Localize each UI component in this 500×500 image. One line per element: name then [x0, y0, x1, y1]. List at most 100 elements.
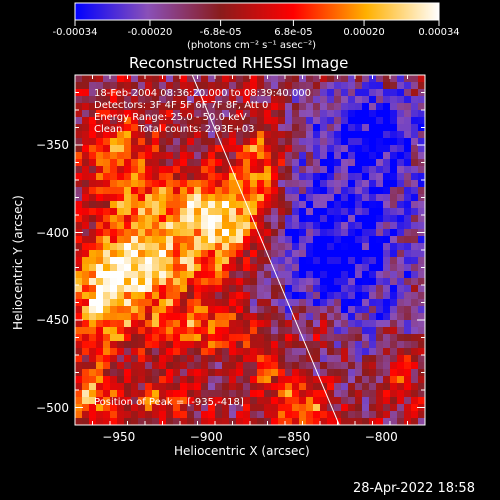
heatmap-cell [250, 418, 258, 425]
heatmap-cell [166, 278, 174, 286]
heatmap-cell [187, 257, 195, 265]
heatmap-cell [369, 306, 377, 314]
heatmap-cell [278, 89, 286, 97]
heatmap-cell [145, 166, 153, 174]
heatmap-cell [327, 180, 335, 188]
heatmap-cell [243, 320, 251, 328]
heatmap-cell [152, 208, 160, 216]
heatmap-cell [306, 355, 314, 363]
heatmap-cell [362, 355, 370, 363]
heatmap-cell [236, 376, 244, 384]
heatmap-cell [355, 306, 363, 314]
heatmap-cell [103, 383, 111, 391]
heatmap-cell [124, 194, 132, 202]
heatmap-cell [306, 96, 314, 104]
heatmap-cell [278, 411, 286, 419]
heatmap-cell [222, 397, 230, 405]
heatmap-cell [110, 418, 118, 425]
heatmap-cell [152, 75, 160, 83]
heatmap-cell [75, 152, 83, 160]
heatmap-cell [313, 236, 321, 244]
heatmap-cell [285, 187, 293, 195]
heatmap-cell [208, 145, 216, 153]
heatmap-cell [313, 215, 321, 223]
heatmap-cell [271, 173, 279, 181]
heatmap-cell [117, 82, 125, 90]
heatmap-cell [390, 229, 398, 237]
heatmap-cell [145, 180, 153, 188]
heatmap-cell [334, 397, 342, 405]
heatmap-cell [138, 348, 146, 356]
heatmap-cell [103, 145, 111, 153]
heatmap-cell [362, 145, 370, 153]
heatmap-cell [327, 271, 335, 279]
heatmap-cell [229, 383, 237, 391]
heatmap-cell [103, 103, 111, 111]
heatmap-cell [187, 89, 195, 97]
heatmap-cell [264, 103, 272, 111]
heatmap-cell [250, 89, 258, 97]
heatmap-cell [362, 334, 370, 342]
heatmap-cell [201, 145, 209, 153]
heatmap-cell [369, 215, 377, 223]
heatmap-cell [376, 89, 384, 97]
heatmap-cell [222, 390, 230, 398]
heatmap-cell [390, 348, 398, 356]
heatmap-cell [271, 334, 279, 342]
info-detectors: Detectors: 3F 4F 5F 6F 7F 8F, Att 0 [94, 100, 269, 111]
heatmap-cell [117, 180, 125, 188]
heatmap-cell [82, 173, 90, 181]
heatmap-cell [152, 341, 160, 349]
heatmap-cell [215, 299, 223, 307]
heatmap-cell [201, 166, 209, 174]
heatmap-cell [166, 187, 174, 195]
heatmap-cell [124, 229, 132, 237]
heatmap-cell [229, 124, 237, 132]
heatmap-cell [89, 257, 97, 265]
heatmap-cell [257, 292, 265, 300]
heatmap-cell [222, 236, 230, 244]
heatmap-cell [285, 369, 293, 377]
heatmap-cell [292, 89, 300, 97]
heatmap-cell [187, 369, 195, 377]
heatmap-cell [397, 152, 405, 160]
heatmap-cell [327, 243, 335, 251]
heatmap-cell [152, 334, 160, 342]
heatmap-cell [145, 334, 153, 342]
heatmap-cell [327, 159, 335, 167]
heatmap-cell [222, 362, 230, 370]
heatmap-cell [397, 334, 405, 342]
heatmap-cell [243, 222, 251, 230]
heatmap-cell [341, 201, 349, 209]
heatmap-cell [299, 215, 307, 223]
heatmap-cell [187, 145, 195, 153]
heatmap-cell [243, 299, 251, 307]
heatmap-cell [166, 390, 174, 398]
heatmap-cell [341, 313, 349, 321]
heatmap-cell [208, 313, 216, 321]
heatmap-cell [152, 355, 160, 363]
heatmap-cell [145, 390, 153, 398]
heatmap-cell [355, 313, 363, 321]
heatmap-cell [369, 110, 377, 118]
heatmap-cell [341, 327, 349, 335]
heatmap-cell [131, 306, 139, 314]
heatmap-cell [376, 243, 384, 251]
heatmap-cell [96, 362, 104, 370]
heatmap-cell [236, 208, 244, 216]
heatmap-cell [348, 215, 356, 223]
heatmap-cell [152, 215, 160, 223]
heatmap-cell [306, 173, 314, 181]
heatmap-cell [103, 82, 111, 90]
heatmap-cell [292, 159, 300, 167]
heatmap-cell [271, 75, 279, 83]
heatmap-cell [180, 299, 188, 307]
heatmap-cell [299, 166, 307, 174]
heatmap-cell [222, 208, 230, 216]
heatmap-cell [103, 306, 111, 314]
heatmap-cell [110, 327, 118, 335]
heatmap-cell [313, 117, 321, 125]
heatmap-cell [299, 117, 307, 125]
heatmap-cell [313, 173, 321, 181]
